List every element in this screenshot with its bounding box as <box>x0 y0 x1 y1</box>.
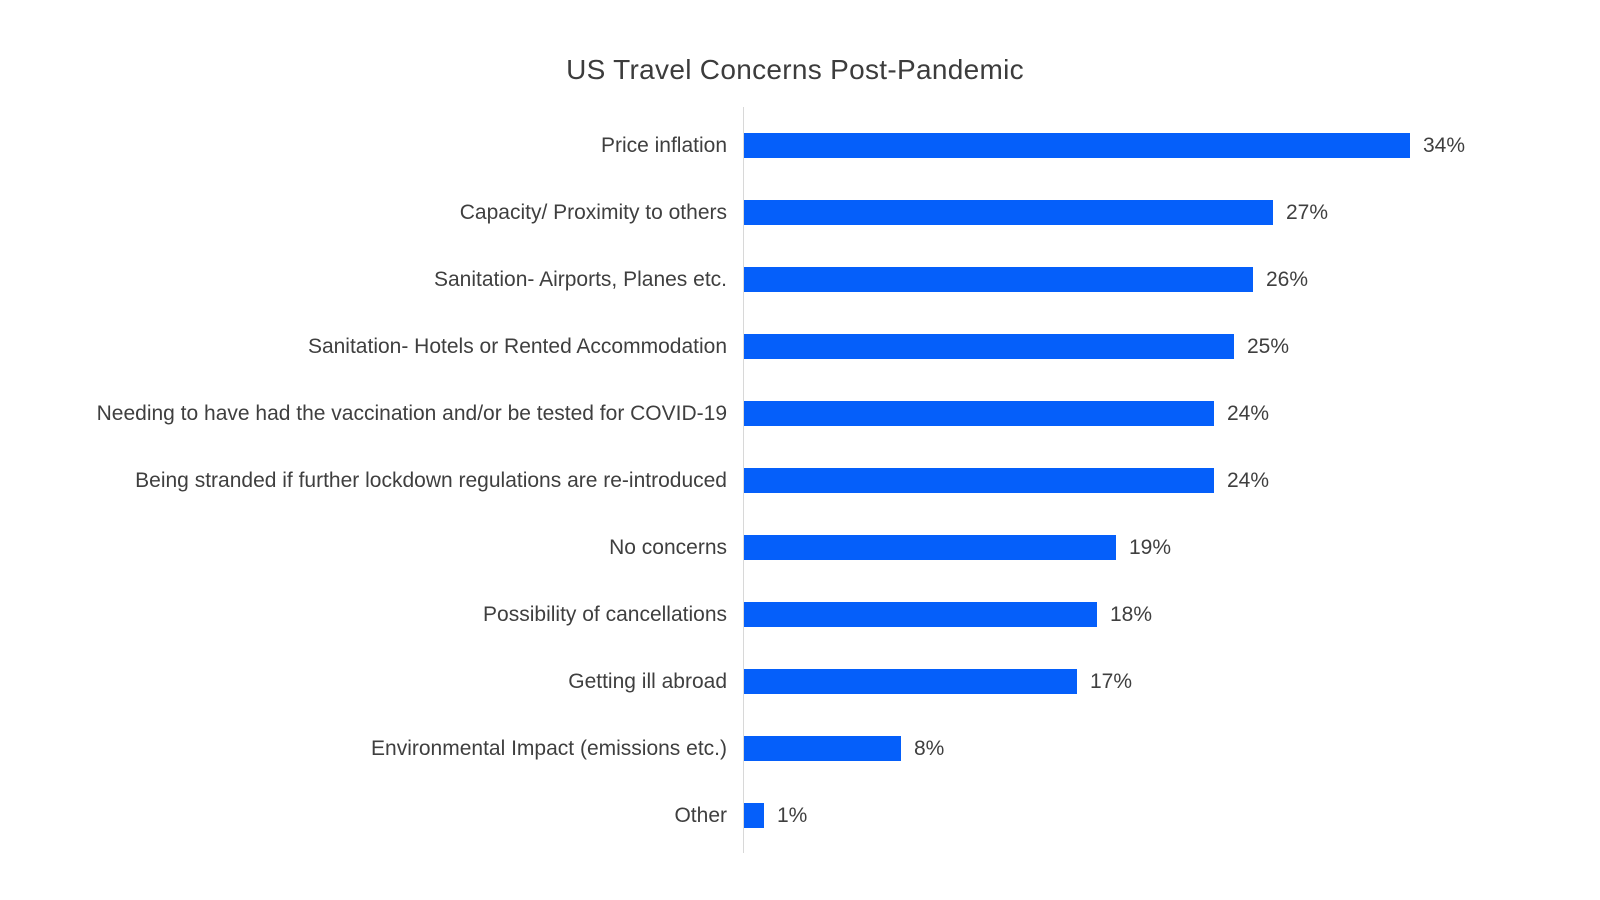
value-label: 1% <box>777 803 808 827</box>
value-label: 34% <box>1423 133 1466 157</box>
chart-row: Being stranded if further lockdown regul… <box>0 447 1600 514</box>
bar <box>744 803 764 828</box>
y-axis-line <box>743 107 744 853</box>
bar-track: 1% <box>744 803 1600 828</box>
value-label: 17% <box>1090 669 1133 693</box>
chart-row: Getting ill abroad 17% <box>0 648 1600 715</box>
value-label: 19% <box>1129 535 1172 559</box>
category-label: No concerns <box>609 535 727 559</box>
bar-track: 27% <box>744 200 1600 225</box>
chart-row: Other 1% <box>0 782 1600 849</box>
value-label: 25% <box>1247 334 1290 358</box>
bar-track: 17% <box>744 669 1600 694</box>
category-label: Capacity/ Proximity to others <box>459 200 727 224</box>
bar-track: 18% <box>744 602 1600 627</box>
bar <box>744 401 1214 426</box>
bar <box>744 669 1077 694</box>
chart-rows: Price inflation 34% Capacity/ Proximity … <box>0 112 1600 849</box>
bar-chart: Price inflation 34% Capacity/ Proximity … <box>0 107 1600 853</box>
value-label: 24% <box>1227 401 1270 425</box>
bar <box>744 133 1410 158</box>
bar-track: 19% <box>744 535 1600 560</box>
category-label: Price inflation <box>600 133 727 157</box>
bar <box>744 267 1253 292</box>
chart-row: Price inflation 34% <box>0 112 1600 179</box>
category-label: Other <box>674 803 727 827</box>
bar <box>744 535 1116 560</box>
value-label: 26% <box>1266 267 1309 291</box>
value-label: 24% <box>1227 468 1270 492</box>
chart-row: No concerns 19% <box>0 514 1600 581</box>
category-label: Possibility of cancellations <box>483 602 727 626</box>
value-label: 8% <box>914 736 945 760</box>
value-label: 27% <box>1286 200 1329 224</box>
category-label: Sanitation- Airports, Planes etc. <box>434 267 727 291</box>
chart-row: Possibility of cancellations 18% <box>0 581 1600 648</box>
chart-row: Needing to have had the vaccination and/… <box>0 380 1600 447</box>
bar-track: 25% <box>744 334 1600 359</box>
bar <box>744 602 1097 627</box>
bar-track: 24% <box>744 468 1600 493</box>
bar-track: 24% <box>744 401 1600 426</box>
category-label: Getting ill abroad <box>568 669 727 693</box>
chart-title: US Travel Concerns Post-Pandemic <box>566 54 1024 85</box>
category-label: Being stranded if further lockdown regul… <box>135 468 727 492</box>
chart-row: Environmental Impact (emissions etc.) 8% <box>0 715 1600 782</box>
chart-row: Sanitation- Hotels or Rented Accommodati… <box>0 313 1600 380</box>
category-label: Sanitation- Hotels or Rented Accommodati… <box>307 334 727 358</box>
bar-track: 26% <box>744 267 1600 292</box>
bar <box>744 468 1214 493</box>
bar-track: 34% <box>744 133 1600 158</box>
bar <box>744 334 1234 359</box>
category-label: Environmental Impact (emissions etc.) <box>371 736 727 760</box>
chart-row: Capacity/ Proximity to others 27% <box>0 179 1600 246</box>
bar <box>744 200 1273 225</box>
category-label: Needing to have had the vaccination and/… <box>96 401 727 425</box>
value-label: 18% <box>1110 602 1153 626</box>
chart-row: Sanitation- Airports, Planes etc. 26% <box>0 246 1600 313</box>
bar <box>744 736 901 761</box>
bar-track: 8% <box>744 736 1600 761</box>
